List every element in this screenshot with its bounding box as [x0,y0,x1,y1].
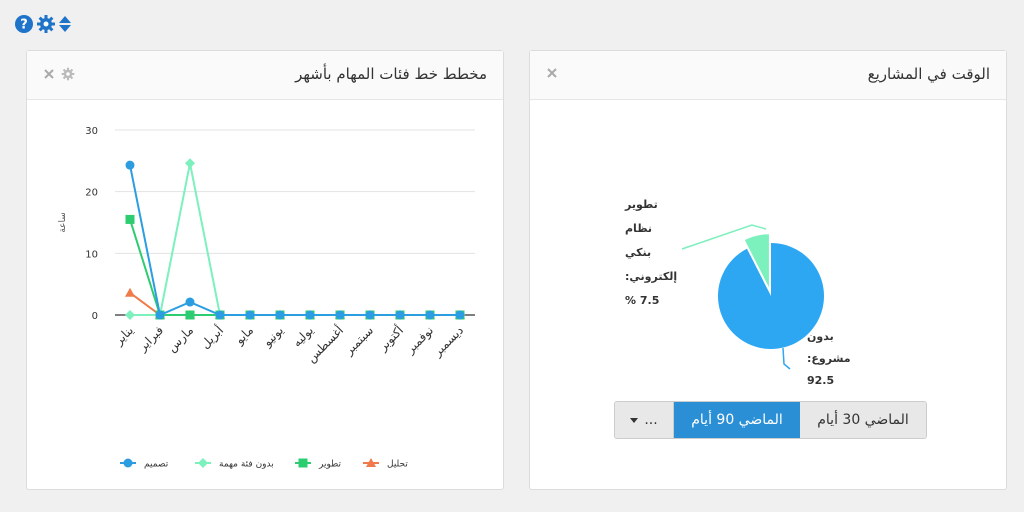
panel-title: مخطط خط فئات المهام بأشهر [295,65,487,83]
legend-label[interactable]: تطوير [318,460,342,470]
x-tick-label: مارس [165,323,197,355]
panel-header: الوقت في المشاريع [530,51,1006,100]
data-point[interactable] [155,310,165,320]
help-icon[interactable]: ? [14,14,34,34]
x-tick-label: نوفمبر [403,323,437,357]
close-icon[interactable] [546,67,558,79]
data-point[interactable] [335,310,345,320]
gear-icon[interactable] [61,67,75,81]
pie-chart [681,224,824,370]
legend-marker[interactable] [366,458,376,467]
y-tick-label: 20 [85,188,98,199]
pie-label-tatweer: تطوير نظام بنكي إلكتروني: 7.5 % [625,198,678,307]
data-point[interactable] [125,160,135,170]
x-tick-label: سبتمبر [341,323,377,359]
task-categories-panel: مخطط خط فئات المهام بأشهر 0 10 20 30 ساعة ينا… [26,50,504,490]
y-tick-label: 0 [92,311,98,322]
panel-title: الوقت في المشاريع [867,65,990,83]
x-tick-label: أبريل [197,323,227,353]
gear-icon[interactable] [36,14,56,34]
pie-slice[interactable] [744,234,769,288]
y-axis-label: ساعة [58,212,68,232]
pie-slice[interactable] [718,243,824,349]
leader-line [782,347,791,370]
leader-line [681,224,767,250]
data-point[interactable] [185,310,195,320]
time-range-selector: ... الماضي 90 أيام الماضي 30 أيام [614,401,927,439]
data-point[interactable] [125,310,135,320]
range-90-days-button[interactable]: الماضي 90 أيام [674,402,800,438]
series-line [130,163,460,316]
data-point[interactable] [365,310,375,320]
svg-text:?: ? [20,18,28,33]
legend-label[interactable]: تصميم [144,460,169,470]
data-point[interactable] [185,297,195,307]
data-point[interactable] [125,214,135,224]
x-tick-label: يناير [111,323,137,349]
data-point[interactable] [455,310,465,320]
data-point[interactable] [125,287,135,297]
series-line [129,291,460,316]
data-point[interactable] [245,310,255,320]
close-icon[interactable] [43,68,55,80]
data-point[interactable] [185,158,195,169]
legend-marker[interactable] [198,458,208,468]
data-point[interactable] [275,310,285,320]
y-tick-label: 30 [85,126,98,137]
data-point[interactable] [395,310,405,320]
range-30-days-button[interactable]: الماضي 30 أيام [800,402,926,438]
series-line [129,164,460,317]
data-point[interactable] [425,310,435,320]
legend-marker[interactable] [298,458,308,468]
legend-label[interactable]: تحليل [387,460,408,470]
projects-time-panel: الوقت في المشاريع تطوير نظام بنكي إلكترو… [529,50,1007,490]
pie-label-bedoon: بدون مشروع: 92.5 [807,330,851,387]
data-point[interactable] [215,310,225,320]
x-tick-label: ديسمبر [430,323,467,360]
x-tick-label: يونيو [259,323,286,350]
x-tick-label: مايو [232,323,257,348]
x-tick-label: أكتوبر [374,323,406,355]
y-tick-label: 10 [85,249,98,260]
legend-label[interactable]: بدون فئة مهمة [219,460,274,470]
x-tick-label: فبراير [135,323,167,355]
data-point[interactable] [305,310,315,320]
caret-down-icon [630,417,639,423]
series-line [129,219,460,316]
panel-header: مخطط خط فئات المهام بأشهر [27,51,503,100]
legend-marker[interactable] [123,458,133,468]
toolbar: ? [14,14,72,34]
sort-icon[interactable] [58,14,72,34]
more-ranges-dropdown[interactable]: ... [615,402,674,438]
